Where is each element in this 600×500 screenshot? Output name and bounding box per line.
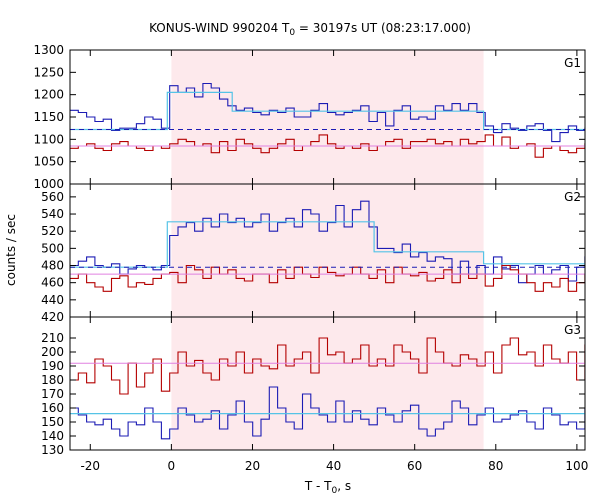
y-tick-label: 200 — [41, 345, 64, 359]
series-blue-histogram — [70, 386, 586, 440]
x-tick-label: 80 — [488, 459, 503, 473]
y-tick-label: 500 — [41, 241, 64, 255]
y-tick-label: 190 — [41, 359, 64, 373]
y-tick-label: 180 — [41, 373, 64, 387]
series-red-histogram — [70, 264, 586, 292]
x-tick-label: 20 — [245, 459, 260, 473]
series-blue-histogram — [70, 200, 586, 284]
panel-frame — [69, 316, 586, 451]
x-tick-label: 60 — [407, 459, 422, 473]
chart-title: KONUS-WIND 990204 T0 = 30197s UT (08:23:… — [149, 21, 471, 38]
y-tick-label: 130 — [41, 443, 64, 457]
y-tick-label: 560 — [41, 190, 64, 204]
series-blue-histogram — [70, 82, 586, 143]
plot-panels: 1000105011001150120012501300G14204404604… — [33, 43, 588, 473]
y-tick-label: 1000 — [33, 177, 64, 191]
y-tick-label: 210 — [41, 331, 64, 345]
x-tick-label: -20 — [80, 459, 100, 473]
y-tick-label: 1300 — [33, 43, 64, 57]
y-tick-label: 1200 — [33, 88, 64, 102]
series-red-histogram — [70, 337, 586, 395]
x-axis-label: T - T0, s — [304, 479, 351, 496]
x-tick-label: 100 — [565, 459, 588, 473]
y-tick-label: 480 — [41, 259, 64, 273]
y-tick-label: 1100 — [33, 132, 64, 146]
y-tick-label: 140 — [41, 429, 64, 443]
y-tick-label: 1150 — [33, 110, 64, 124]
x-tick-label: 40 — [326, 459, 341, 473]
y-tick-label: 420 — [41, 310, 64, 324]
y-tick-label: 1250 — [33, 65, 64, 79]
panel-g1: 1000 1050 1100 1150 1200 1250 1300 G1 — [33, 43, 586, 191]
y-tick-label: 440 — [41, 293, 64, 307]
y-tick-label: 520 — [41, 224, 64, 238]
y-axis-label: counts / sec — [4, 214, 18, 286]
y-tick-label: 540 — [41, 207, 64, 221]
panel-label: G1 — [564, 56, 581, 70]
panel-label: G3 — [564, 323, 581, 337]
x-tick-label: 0 — [168, 459, 176, 473]
y-tick-label: 170 — [41, 387, 64, 401]
y-tick-label: 150 — [41, 415, 64, 429]
fit-level-line — [70, 91, 585, 131]
shaded-interval — [171, 317, 484, 450]
panel-g2: 420 440 460 480 500 520 540 560 G2 — [41, 183, 586, 324]
y-tick-label: 160 — [41, 401, 64, 415]
y-tick-label: 460 — [41, 276, 64, 290]
y-tick-label: 1050 — [33, 155, 64, 169]
shaded-interval — [171, 184, 484, 317]
fit-level-line — [70, 221, 585, 268]
panel-label: G2 — [564, 190, 581, 204]
shaded-interval — [171, 50, 484, 184]
